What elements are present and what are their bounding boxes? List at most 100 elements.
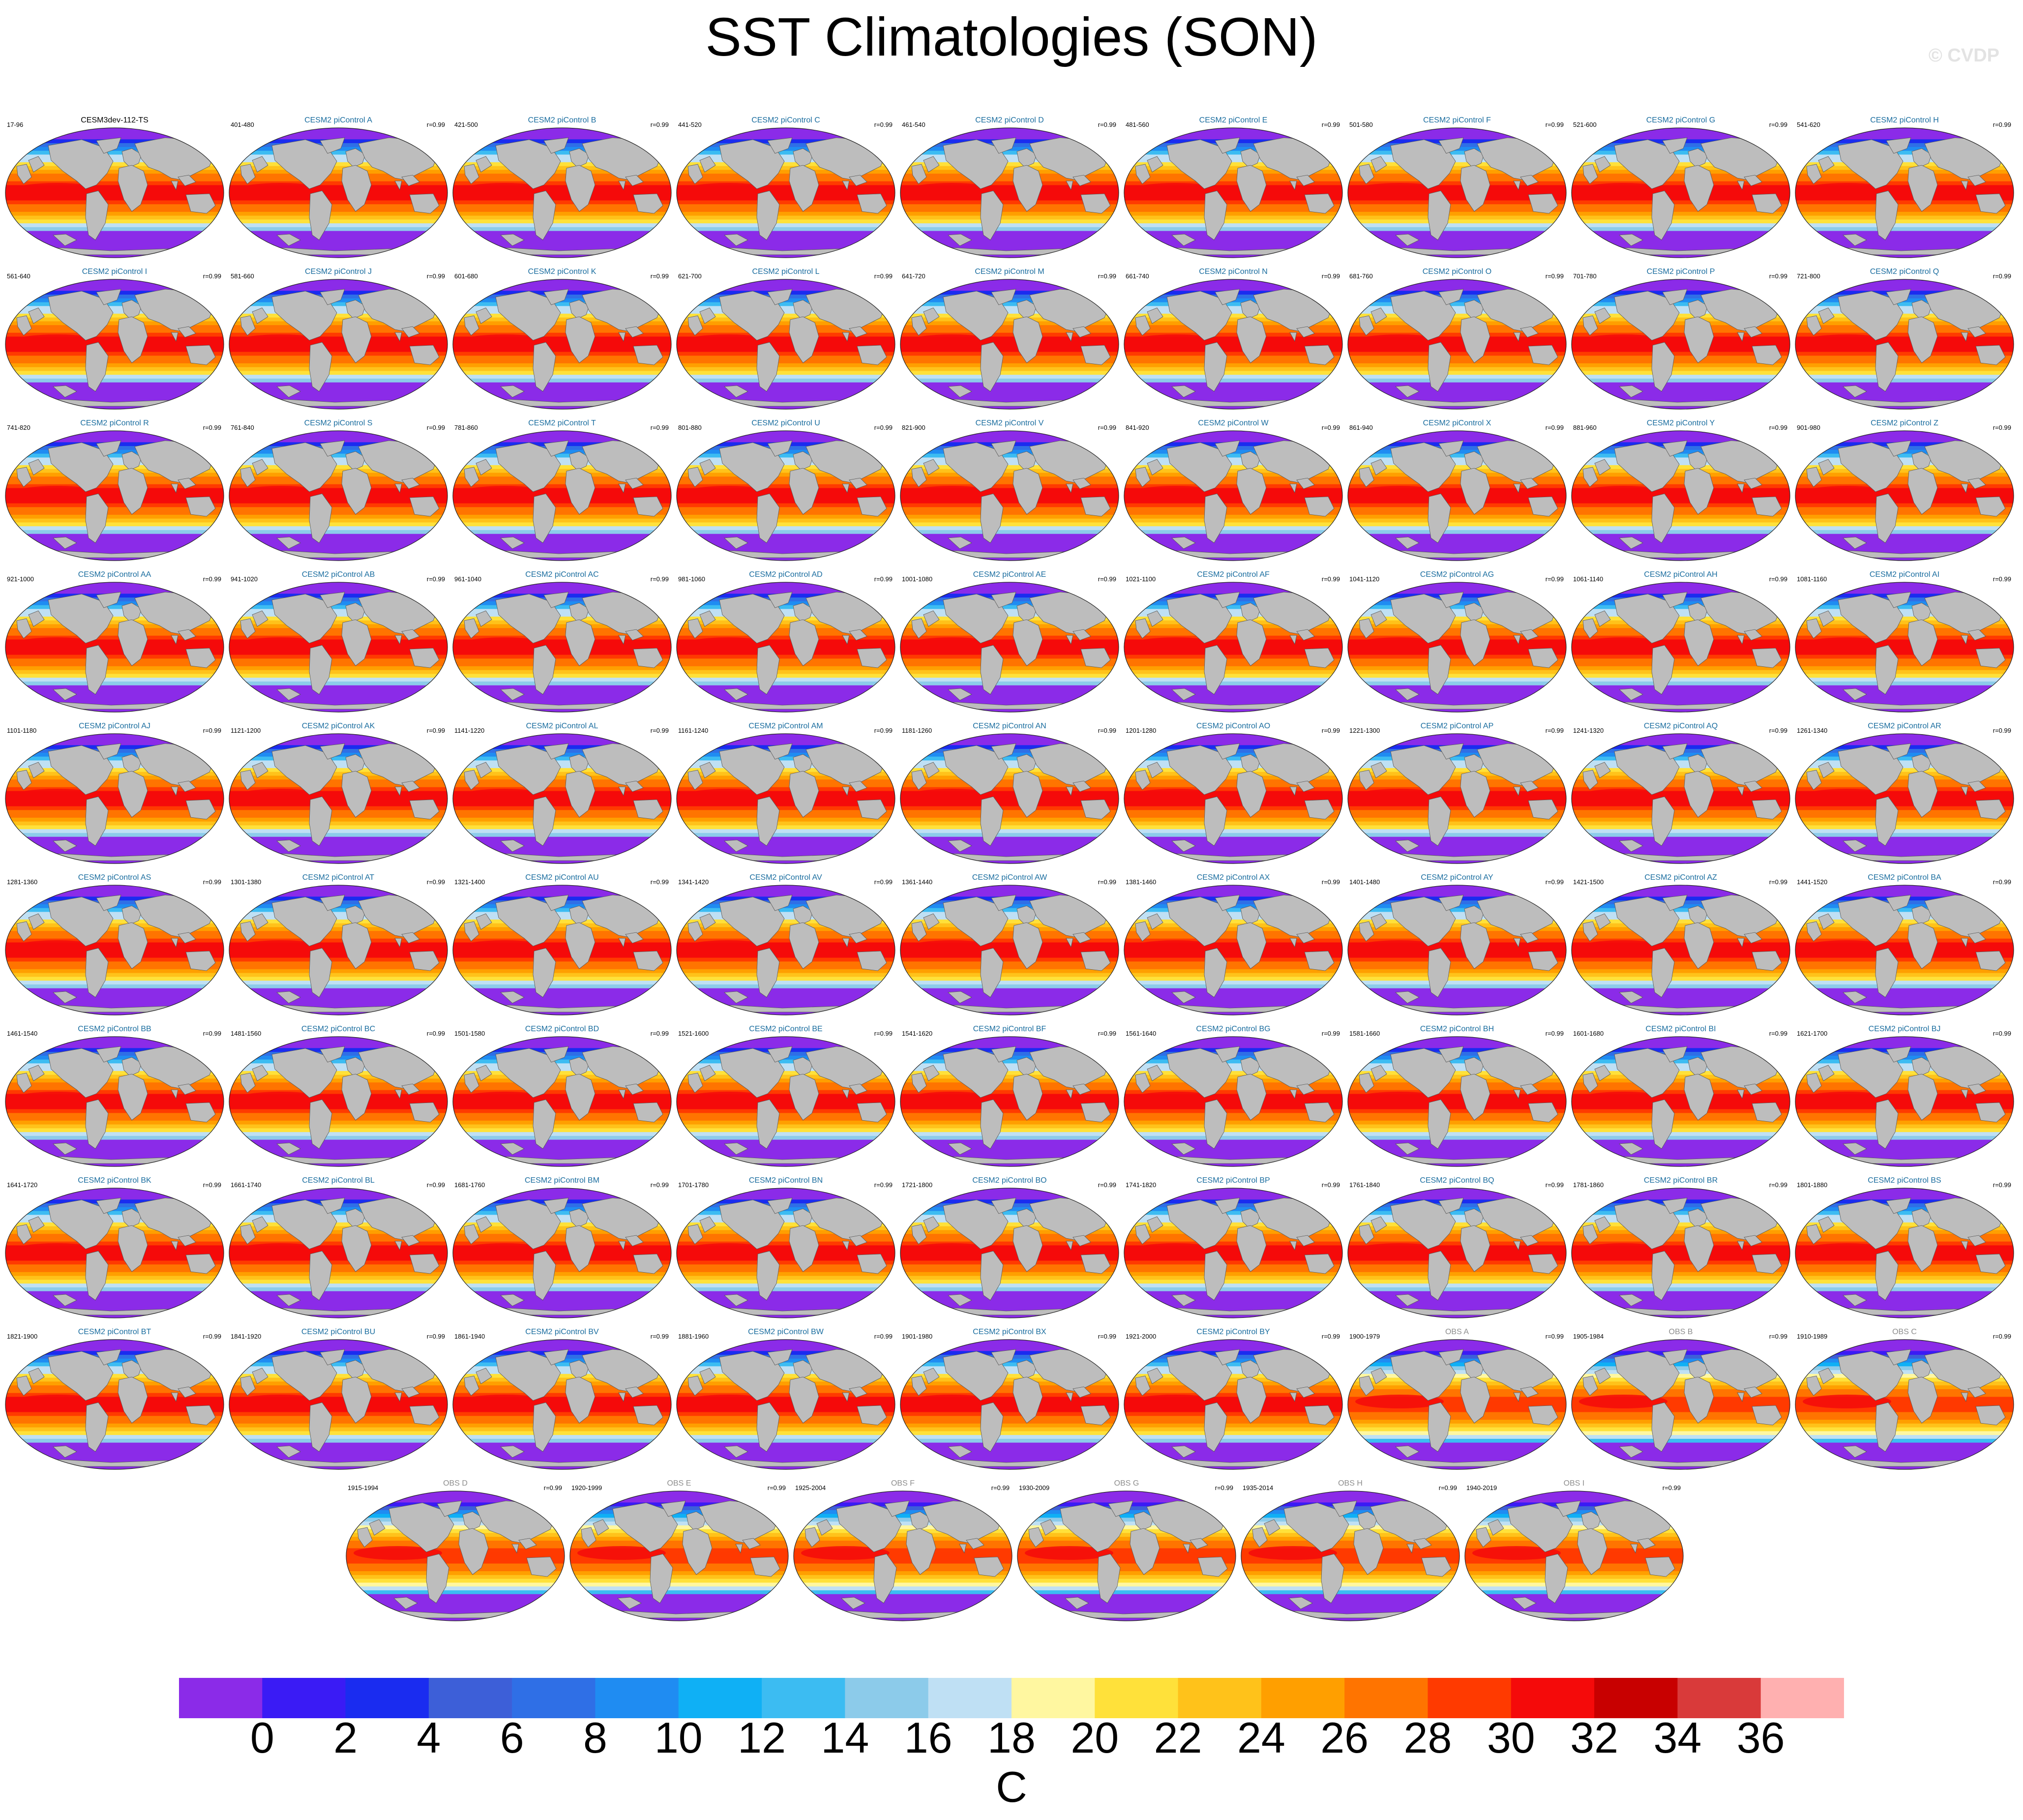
land-mass xyxy=(1818,913,1835,930)
sst-band xyxy=(677,453,895,458)
sst-band xyxy=(677,1188,895,1193)
land-mass xyxy=(96,440,121,457)
sst-band xyxy=(1241,1529,1459,1534)
land-mass xyxy=(341,619,372,666)
sst-band xyxy=(453,215,671,220)
sst-band xyxy=(1795,992,2014,996)
warm-pool xyxy=(1483,1248,1542,1260)
sst-band xyxy=(229,317,447,322)
land-mass xyxy=(53,1445,77,1458)
sst-band xyxy=(229,227,447,232)
sst-band xyxy=(677,1381,895,1386)
sst-band xyxy=(453,239,671,243)
sst-band xyxy=(794,1544,1012,1549)
land-mass xyxy=(1752,799,1782,820)
sst-band xyxy=(1124,196,1342,201)
land-mass xyxy=(500,1445,525,1458)
map-panel: CESM2 piControl AX 1381-1460 r=0.99 xyxy=(1122,869,1345,1018)
sst-band xyxy=(677,390,895,394)
sst-map xyxy=(1571,127,1790,258)
land-mass xyxy=(1818,459,1835,476)
land-mass xyxy=(1171,385,1196,398)
sst-band xyxy=(453,1397,671,1402)
sst-band xyxy=(5,1234,224,1238)
sst-band xyxy=(1348,1435,1566,1439)
sst-band xyxy=(900,526,1119,531)
sst-band xyxy=(5,810,224,814)
sst-band xyxy=(1348,1299,1566,1303)
land-mass xyxy=(121,905,142,925)
sst-band xyxy=(5,829,224,834)
sst-band xyxy=(677,193,895,197)
sst-band xyxy=(1124,1423,1342,1428)
map-panel: CESM2 piControl G 521-600 r=0.99 xyxy=(1569,112,1792,261)
land-mass xyxy=(1395,688,1420,701)
sst-band xyxy=(1124,977,1342,981)
sst-band xyxy=(229,215,447,220)
map-outline xyxy=(900,1339,1119,1470)
sst-band xyxy=(1017,1525,1236,1530)
sst-band xyxy=(677,254,895,258)
map-panel: CESM2 piControl BN 1701-1780 r=0.99 xyxy=(674,1172,897,1321)
land-mass xyxy=(1460,922,1490,969)
sst-band xyxy=(229,526,447,531)
land-mass xyxy=(1204,493,1227,543)
warm-pool xyxy=(908,637,996,651)
sst-band xyxy=(1795,390,2014,394)
sst-band xyxy=(1795,215,2014,220)
sst-band xyxy=(453,541,671,546)
sst-map xyxy=(1571,733,1790,864)
warm-pool xyxy=(812,491,871,503)
sst-band xyxy=(453,999,671,1004)
sst-band xyxy=(453,193,671,197)
sst-band xyxy=(1572,1132,1790,1136)
sst-band xyxy=(1572,1295,1790,1299)
sst-band xyxy=(677,1044,895,1049)
sst-band xyxy=(900,1090,1119,1095)
sst-band xyxy=(229,541,447,546)
land-mass xyxy=(345,754,366,774)
land-mass xyxy=(699,913,716,930)
sst-band xyxy=(1572,1109,1790,1114)
sst-band xyxy=(453,310,671,314)
land-mass xyxy=(793,148,813,168)
warm-pool xyxy=(684,637,773,651)
sst-band xyxy=(5,655,224,659)
map-outline xyxy=(1571,885,1790,1015)
sst-band xyxy=(453,950,671,955)
land-mass xyxy=(1016,1208,1037,1228)
sst-band xyxy=(1124,787,1342,792)
sst-band xyxy=(5,696,224,701)
sst-band xyxy=(1348,1143,1566,1148)
sst-band xyxy=(453,382,671,387)
sst-band xyxy=(1348,1086,1566,1091)
sst-band xyxy=(229,787,447,792)
sst-band xyxy=(1124,246,1342,251)
land-mass xyxy=(309,190,332,240)
sst-band xyxy=(1124,889,1342,894)
sst-band xyxy=(677,674,895,678)
land-mass xyxy=(1359,164,1374,184)
sst-band xyxy=(229,1385,447,1390)
sst-band xyxy=(5,390,224,394)
sst-band xyxy=(1572,628,1790,632)
sst-band xyxy=(677,480,895,485)
sst-band xyxy=(5,393,224,398)
sst-field xyxy=(1124,582,1342,712)
sst-band xyxy=(900,817,1119,822)
map-outline xyxy=(229,279,448,410)
map-outline xyxy=(676,430,895,561)
sst-band xyxy=(900,1423,1119,1428)
land-mass xyxy=(911,467,927,487)
land-mass xyxy=(625,1235,644,1247)
sst-band xyxy=(1348,514,1566,519)
sst-band xyxy=(1348,628,1566,632)
sst-band xyxy=(1017,1548,1236,1553)
sst-band xyxy=(453,1094,671,1099)
warm-pool xyxy=(1707,794,1766,806)
sst-band xyxy=(1572,1420,1790,1424)
map-outline xyxy=(452,733,672,864)
sst-band xyxy=(229,1446,447,1451)
sst-band xyxy=(900,375,1119,379)
sst-band xyxy=(5,666,224,671)
